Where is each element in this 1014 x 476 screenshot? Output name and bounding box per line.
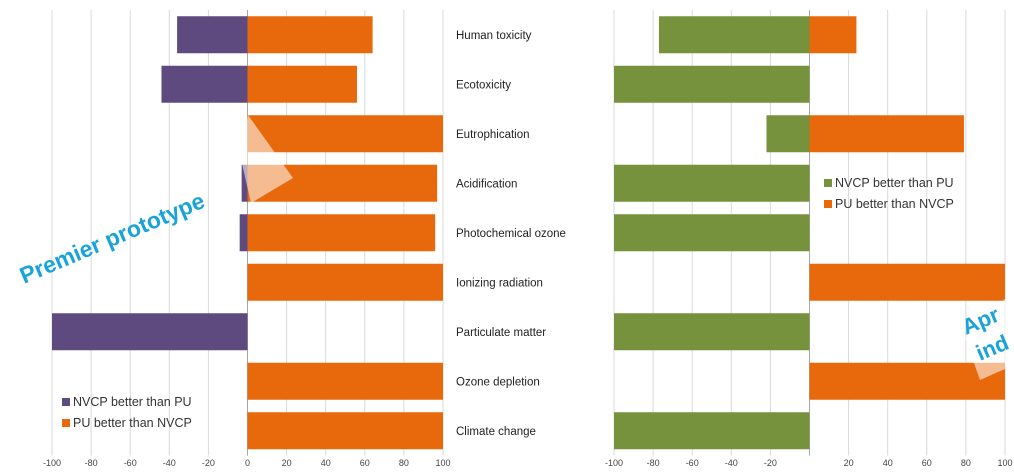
- tick-label: -80: [85, 458, 98, 468]
- bar-ecotoxicity-s2: [247, 65, 357, 103]
- bar-photochemical-ozone-s1: [614, 214, 810, 252]
- legend-label: NVCP better than PU: [835, 176, 954, 190]
- legend-swatch: [62, 398, 70, 406]
- tick-label: 80: [399, 458, 409, 468]
- bar-ecotoxicity-s1: [161, 65, 248, 103]
- tick-label: -40: [163, 458, 176, 468]
- category-label: Acidification: [456, 178, 517, 190]
- legend-swatch: [62, 419, 70, 427]
- tick-label: -40: [725, 458, 738, 468]
- bar-human-toxicity-s2: [809, 16, 857, 54]
- bar-photochemical-ozone-s1: [239, 214, 248, 252]
- bar-photochemical-ozone-s2: [247, 214, 436, 252]
- bar-climate-change-s1: [614, 412, 810, 450]
- chart-panel-1: -100 -80 -60 -40 -20 0 20 40 60 80 100 NVCP better …: [43, 10, 451, 468]
- overlay-shape-left: [240, 115, 293, 203]
- legend-swatch: [824, 179, 832, 187]
- category-label: Particulate matter: [456, 327, 546, 339]
- legend-swatch: [824, 200, 832, 208]
- tick-label: -60: [686, 458, 699, 468]
- tick-label: 40: [321, 458, 331, 468]
- legend-label: NVCP better than PU: [73, 395, 192, 409]
- category-label: Human toxicity: [456, 30, 532, 42]
- category-label: Climate change: [456, 426, 536, 438]
- tick-label: 40: [883, 458, 893, 468]
- tick-label: 20: [282, 458, 292, 468]
- bar-ozone-depletion-s2: [809, 362, 1005, 400]
- bar-particulate-matter-s1: [614, 313, 810, 351]
- bar-ozone-depletion-s2: [247, 362, 443, 400]
- overlay-text-premier: Premier prototype: [16, 187, 209, 288]
- legend-label: PU better than NVCP: [73, 416, 192, 430]
- tick-label: 100: [435, 458, 450, 468]
- tick-label: 20: [844, 458, 854, 468]
- tick-label: -20: [764, 458, 777, 468]
- category-label: Eutrophication: [456, 129, 530, 141]
- tick-label: -60: [124, 458, 137, 468]
- bar-human-toxicity-s2: [247, 16, 373, 54]
- tick-label: 0: [245, 458, 250, 468]
- category-label: Ozone depletion: [456, 376, 540, 388]
- bar-particulate-matter-s1: [52, 313, 248, 351]
- tick-label: -80: [647, 458, 660, 468]
- bar-acidification-s1: [241, 164, 248, 202]
- tick-label: -100: [43, 458, 61, 468]
- bar-eutrophication-s2: [247, 115, 443, 153]
- bar-human-toxicity-s1: [177, 16, 248, 54]
- tick-label: 80: [961, 458, 971, 468]
- bar-eutrophication-s2: [809, 115, 964, 153]
- bar-eutrophication-s1: [766, 115, 810, 153]
- tick-label: -20: [202, 458, 215, 468]
- tick-label: 60: [360, 458, 370, 468]
- bar-ionizing-radiation-s2: [247, 263, 443, 301]
- category-label: Photochemical ozone: [456, 228, 566, 240]
- tick-label: 100: [997, 458, 1012, 468]
- bar-human-toxicity-s1: [658, 16, 810, 54]
- tick-label: 60: [922, 458, 932, 468]
- category-label: Ionizing radiation: [456, 277, 543, 289]
- chart-panel-2: -100 -80 -60 -40 -20 20 40 60 80 100 NVCP better t…: [605, 10, 1013, 468]
- bar-acidification-s1: [614, 164, 810, 202]
- bar-climate-change-s2: [247, 412, 443, 450]
- bar-ecotoxicity-s1: [614, 65, 810, 103]
- category-label: Ecotoxicity: [456, 79, 511, 91]
- bar-ionizing-radiation-s2: [809, 263, 1005, 301]
- tick-label: -100: [605, 458, 623, 468]
- overlay-shape-right: [965, 290, 1014, 380]
- legend-label: PU better than NVCP: [835, 197, 954, 211]
